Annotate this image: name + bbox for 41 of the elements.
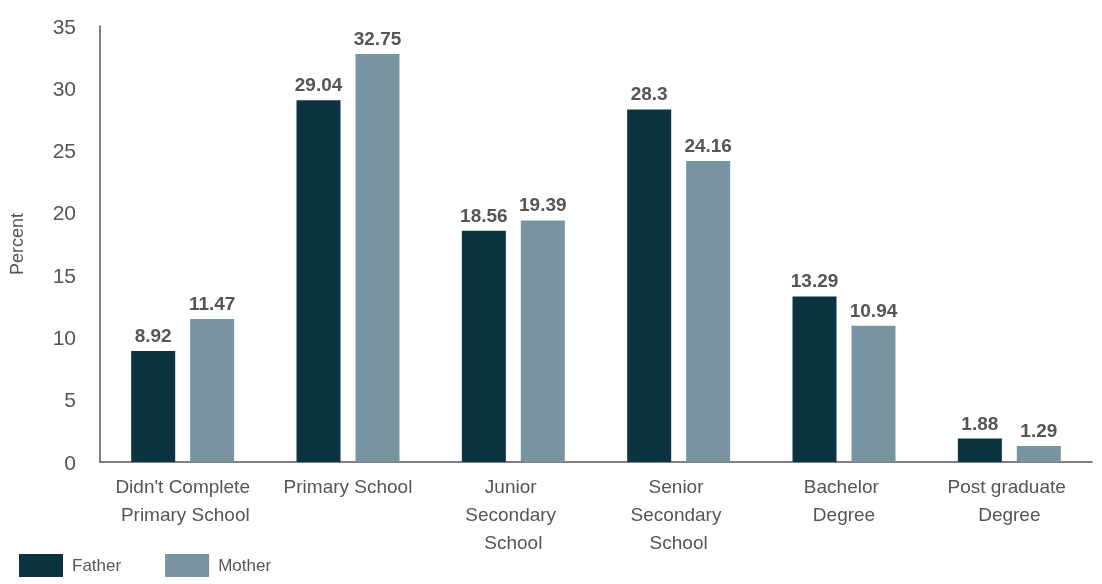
bar [461,230,506,462]
y-tick-label: 25 [52,139,76,163]
x-tick-label: Didn't Complete Primary School [115,475,250,525]
y-tick-label: 10 [52,325,76,349]
x-tick-label: Senior Secondary School [630,475,727,553]
bar [520,220,565,462]
y-axis-title: Percent [7,212,27,276]
data-label: 18.56 [460,204,508,226]
y-tick-label: 35 [52,14,76,38]
y-tick-label: 5 [64,388,76,412]
bar [957,438,1002,462]
x-tick-label: Primary School [283,475,413,497]
x-tick-label: Post graduate Degree [947,475,1072,525]
bar [131,350,176,462]
bar [296,100,341,462]
y-tick-label: 15 [52,263,76,287]
data-label: 13.29 [790,270,839,292]
x-tick-label: Bachelor Degree [803,475,885,525]
x-tick-label: Junior Secondary School [465,475,562,553]
bar [851,325,896,462]
bar [355,54,400,462]
data-label: 11.47 [188,293,236,315]
data-label: 1.88 [961,412,999,434]
data-label: 24.16 [684,135,732,157]
bar [190,319,235,462]
data-label: 19.39 [519,194,567,216]
data-label: 10.94 [849,299,898,321]
data-label: 28.3 [630,83,668,105]
data-label: 32.75 [353,28,402,50]
bar [686,161,731,462]
data-label: 8.92 [134,324,172,346]
data-label: 1.29 [1020,419,1058,441]
legend-label: Father [72,556,122,575]
bar [792,296,837,462]
y-tick-label: 0 [64,450,76,474]
bar [1016,445,1061,462]
legend-label: Mother [218,556,272,575]
bar [627,109,672,462]
y-tick-label: 30 [52,76,76,100]
data-label: 29.04 [294,74,343,96]
y-tick-label: 20 [52,201,76,225]
